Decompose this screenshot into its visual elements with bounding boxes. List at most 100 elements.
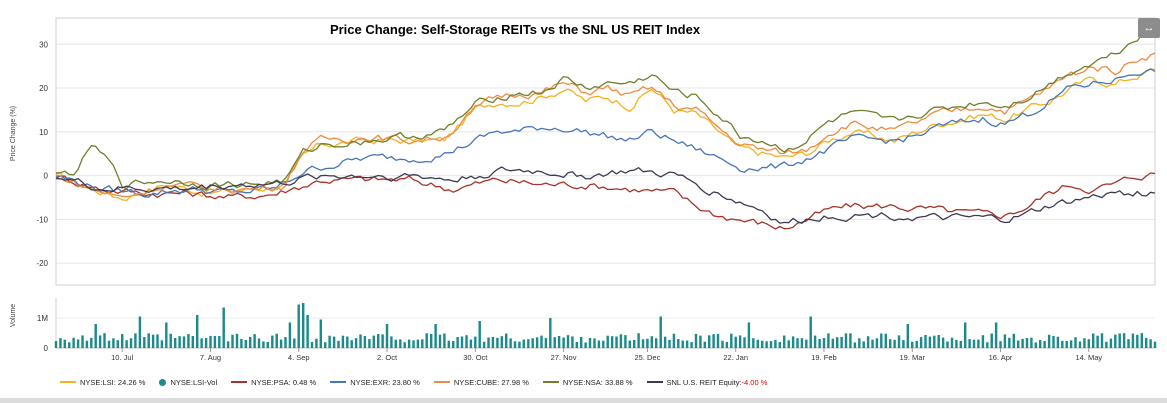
- volume-bar: [218, 336, 221, 348]
- series-line-nyse-cube: [55, 52, 1156, 198]
- volume-bar: [107, 340, 111, 348]
- volume-bar: [822, 338, 826, 348]
- volume-bar: [496, 337, 499, 348]
- legend-item-psa[interactable]: NYSE:PSA: 0.48 %: [231, 378, 316, 387]
- volume-bar: [191, 336, 195, 348]
- volume-bar: [712, 334, 715, 348]
- legend-item-cube[interactable]: NYSE:CUBE: 27.98 %: [433, 378, 529, 387]
- volume-bar: [584, 342, 587, 348]
- volume-bar: [836, 337, 839, 348]
- legend-label-snl: SNL U.S. REIT Equity:: [666, 377, 742, 387]
- volume-bar: [293, 338, 296, 348]
- volume-bar: [637, 333, 640, 348]
- volume-bar: [853, 342, 857, 348]
- volume-bar: [557, 336, 561, 348]
- volume-bar: [919, 337, 923, 348]
- volume-bar: [694, 333, 698, 348]
- volume-bar: [906, 324, 910, 348]
- volume-bar: [950, 337, 954, 348]
- volume-bar: [271, 335, 274, 348]
- legend-item-lsi-vol[interactable]: NYSE:LSI-Vol: [159, 378, 217, 387]
- volume-tick-label: 0: [44, 344, 49, 353]
- volume-bar: [90, 337, 93, 348]
- series-line-nyse-nsa: [55, 26, 1156, 191]
- legend-label-exr: NYSE:EXR: 23.80 %: [350, 377, 420, 387]
- volume-bar: [818, 339, 821, 348]
- y-tick-label: -10: [36, 215, 48, 224]
- volume-bar: [81, 335, 84, 348]
- volume-bar: [1118, 333, 1121, 348]
- volume-bar: [430, 334, 433, 348]
- volume-bar: [447, 340, 451, 348]
- volume-bar: [752, 338, 755, 348]
- volume-bar: [346, 336, 349, 348]
- volume-bar: [650, 336, 654, 348]
- volume-bar: [924, 335, 927, 348]
- y-tick-label: 0: [44, 172, 49, 181]
- x-tick-label: 22. Jan: [723, 353, 748, 362]
- legend-swatch-cube: [433, 381, 450, 383]
- volume-bar: [540, 335, 543, 348]
- volume-bar: [151, 334, 155, 348]
- volume-bar: [460, 336, 464, 348]
- volume-bar: [341, 335, 345, 348]
- price-plot-frame: [55, 17, 1156, 286]
- volume-bar: [337, 340, 340, 348]
- volume-bar: [262, 341, 265, 348]
- volume-bar: [443, 333, 446, 348]
- volume-bar: [743, 337, 746, 348]
- volume-bar: [1069, 340, 1073, 348]
- legend-item-exr[interactable]: NYSE:EXR: 23.80 %: [330, 378, 420, 387]
- volume-bar: [226, 341, 230, 348]
- volume-bar: [880, 333, 883, 348]
- volume-bar: [641, 339, 645, 348]
- collapse-icon[interactable]: ↔: [1138, 18, 1160, 38]
- volume-bar: [1039, 340, 1042, 348]
- volume-bar: [257, 338, 261, 348]
- volume-bar: [244, 340, 248, 348]
- volume-bar: [544, 338, 548, 348]
- volume-bar: [566, 335, 570, 348]
- volume-bar: [778, 342, 782, 348]
- volume-bar: [297, 304, 300, 348]
- legend-item-snl[interactable]: SNL U.S. REIT Equity: -4.00 %: [646, 377, 767, 387]
- volume-bar: [1052, 335, 1055, 348]
- volume-bar: [147, 333, 150, 348]
- legend-item-lsi[interactable]: NYSE:LSI: 24.26 %: [60, 378, 145, 387]
- volume-bar: [562, 337, 565, 348]
- volume-bar: [381, 334, 384, 348]
- volume-bar: [407, 339, 411, 348]
- volume-bar: [1083, 338, 1086, 348]
- volume-bar: [893, 339, 896, 348]
- volume-bar: [279, 339, 283, 348]
- volume-bar: [474, 336, 477, 348]
- volume-bar: [505, 333, 508, 348]
- y-tick-label: 20: [39, 84, 48, 93]
- volume-bar: [266, 342, 270, 348]
- volume-bar: [849, 333, 852, 348]
- volume-bar: [827, 333, 830, 348]
- volume-bar: [659, 316, 662, 348]
- volume-bar: [756, 339, 760, 348]
- volume-bar: [858, 338, 861, 348]
- volume-bar: [1092, 333, 1095, 348]
- volume-bar: [1012, 333, 1016, 348]
- volume-bar: [911, 341, 914, 348]
- volume-bar: [1078, 341, 1082, 348]
- volume-bar: [324, 342, 327, 348]
- volume-bar: [434, 324, 437, 348]
- volume-bar: [1149, 339, 1152, 348]
- volume-bar: [482, 341, 486, 348]
- legend-swatch-psa: [231, 381, 248, 383]
- volume-bar: [791, 336, 795, 348]
- volume-bar: [487, 337, 490, 348]
- volume-bar: [72, 337, 75, 348]
- volume-bar: [1153, 341, 1157, 348]
- volume-bar: [668, 339, 671, 348]
- bottom-scrollbar: [0, 398, 1167, 403]
- legend-item-nsa[interactable]: NYSE:NSA: 33.88 %: [542, 378, 633, 387]
- volume-bar: [915, 340, 918, 348]
- volume-bar: [1025, 338, 1029, 348]
- volume-bar: [1140, 333, 1144, 348]
- volume-bar: [575, 342, 579, 348]
